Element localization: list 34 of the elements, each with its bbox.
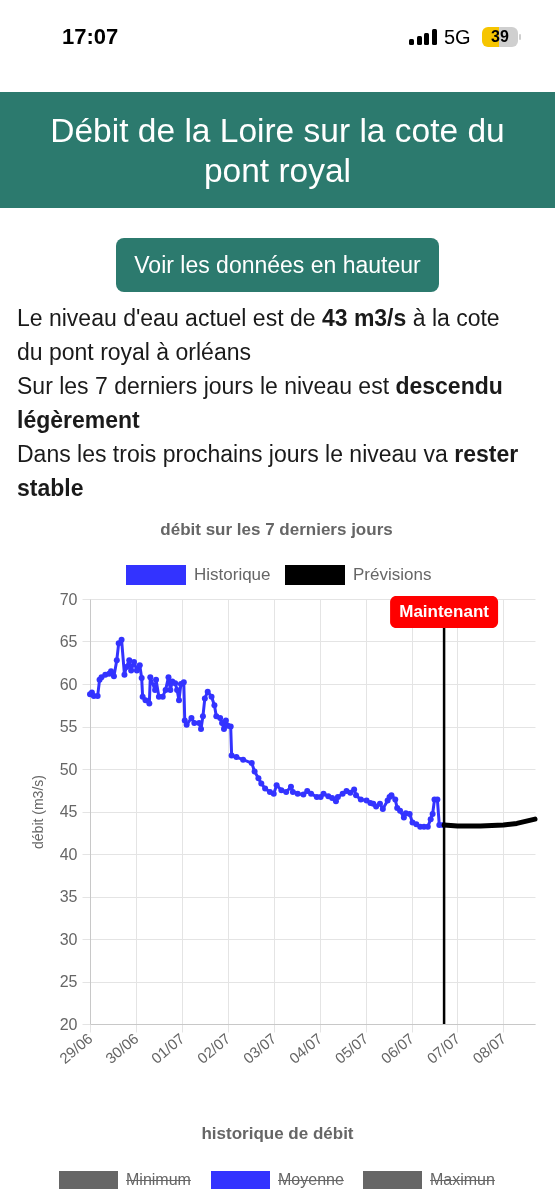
y-tick-label: 20 <box>59 1015 78 1033</box>
text: Le niveau d'eau actuel est de <box>17 305 316 331</box>
y-tick-label: 50 <box>59 760 78 778</box>
text: du pont royal à orléans <box>17 339 251 365</box>
y-tick-label: 55 <box>59 718 78 735</box>
text: Minimum <box>126 1170 191 1190</box>
legend-label: Prévisions <box>353 565 432 584</box>
chart-title: débit sur les 7 derniers jours <box>160 520 393 539</box>
y-tick-label: 35 <box>59 888 78 905</box>
y-tick-label: 45 <box>59 803 78 820</box>
text: légèrement <box>17 407 140 433</box>
text: Débit de la Loire sur la cote du pont royal <box>49 111 506 191</box>
text: rester <box>454 441 519 467</box>
y-tick-label: 30 <box>59 930 78 948</box>
text: Moyenne <box>278 1170 344 1190</box>
text: descendu <box>395 373 503 399</box>
text: stable <box>17 475 84 501</box>
y-tick-label: 70 <box>59 590 78 608</box>
y-tick-label: 25 <box>59 973 78 990</box>
text: Dans les trois prochains jours le niveau va <box>17 441 448 467</box>
text: historique de débit <box>200 1124 355 1144</box>
text: Sur les 7 derniers jours le niveau est <box>17 373 390 399</box>
text: 43 m3/s <box>321 305 407 331</box>
text: Maximun <box>430 1170 495 1190</box>
text: 5G <box>444 25 471 50</box>
text: à la cote <box>412 305 500 331</box>
y-tick-label: 40 <box>59 845 78 863</box>
y-tick-label: 60 <box>59 675 78 693</box>
y-tick-label: 65 <box>59 633 78 650</box>
text: 17:07 <box>62 23 119 51</box>
y-axis-title: débit (m3/s) <box>29 775 46 849</box>
button: Voir les données en hauteur <box>116 238 439 292</box>
legend-label: Historique <box>194 565 271 584</box>
ref-line-label: Maintenant <box>399 602 490 621</box>
